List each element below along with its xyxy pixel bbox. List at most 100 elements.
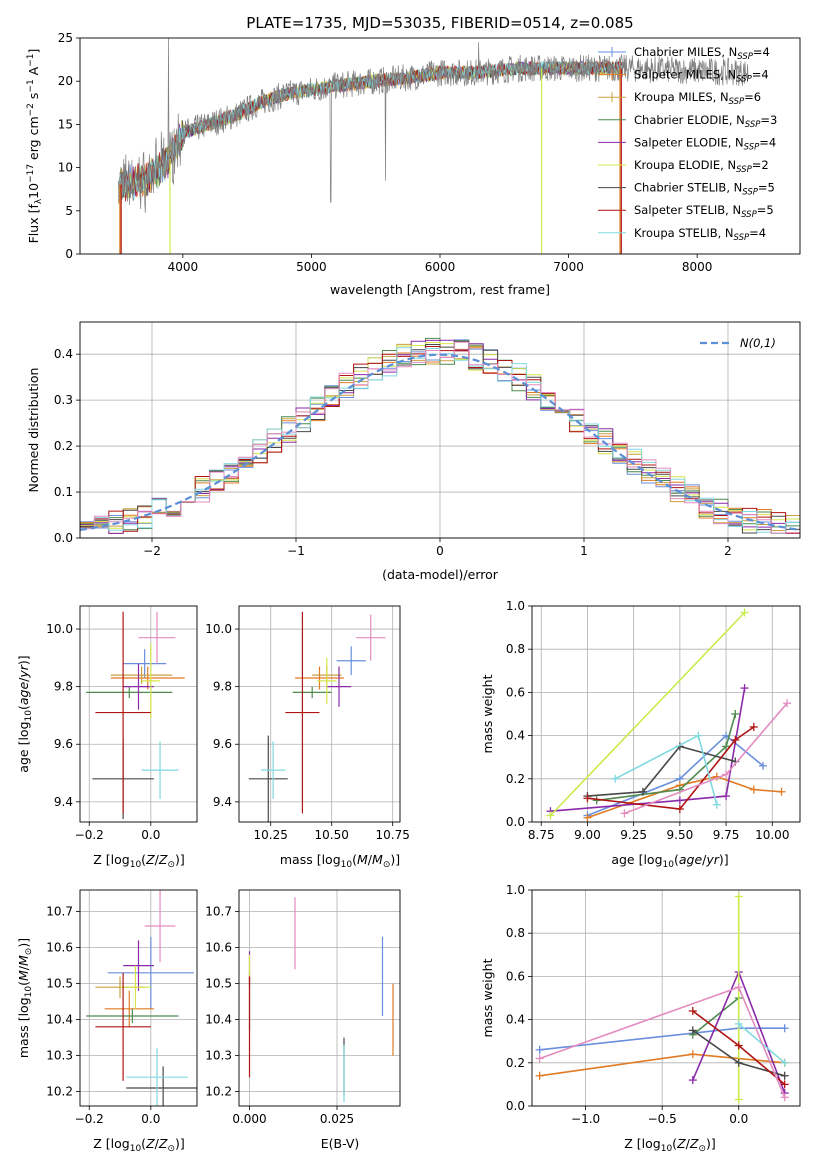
spectrum-xlabel: wavelength [Angstrom, rest frame]	[330, 282, 550, 297]
weight_vs_age-xtick-label: 9.50	[667, 828, 694, 842]
spectrum-ytick-label: 0	[65, 247, 73, 261]
spectrum-ytick-label: 10	[58, 161, 73, 175]
residuals-xtick-label: 0	[436, 544, 444, 558]
weightz-ylabel: mass weight	[480, 958, 495, 1037]
residuals-frame	[79, 321, 801, 539]
mass_vs_ebv-frame	[238, 889, 401, 1107]
weight_vs_age-xtick-label: 10.00	[755, 828, 789, 842]
mass_vs_ebv-xtick-label: 0.000	[232, 1112, 266, 1126]
weight_vs_Z-ytick-label: 0.0	[506, 1099, 525, 1113]
mass_vs_ebv-ytick-label: 10.6	[205, 941, 232, 955]
weight_vs_age-series-line	[550, 687, 746, 812]
mass_vs_Z-plot: −0.2 0.0 10.2 10.3 10.4 10.5 10.6 10.7	[46, 889, 198, 1126]
massz-ylabel: mass [log10(M/M⊙)]	[16, 938, 34, 1058]
residuals-ytick-label: 0.1	[54, 485, 73, 499]
age_vs_Z-frame	[79, 605, 198, 823]
age_vs_Z-series	[86, 611, 185, 820]
spectrum-legend: Chabrier MILES, NSSP=4 Salpeter MILES, NS…	[598, 45, 777, 243]
age_vs_Z-ytick-label: 9.8	[54, 680, 73, 694]
weightage-xlabel: age [log10(age/yr)]	[611, 852, 728, 870]
mass_vs_Z-ytick-label: 10.2	[46, 1085, 73, 1099]
weight_vs_age-ytick-label: 0.6	[506, 685, 525, 699]
age_vs_mass-xtick-label: 10.75	[376, 828, 410, 842]
weight_vs_age-ytick-label: 0.2	[506, 772, 525, 786]
weight_vs_Z-series	[535, 892, 789, 1104]
weight_vs_age-series-line	[587, 734, 764, 817]
mass_vs_ebv-xtick-label: 0.025	[320, 1112, 354, 1126]
weight_vs_age-xtick-label: 9.00	[574, 828, 601, 842]
age_vs_mass-ytick-label: 9.6	[213, 737, 232, 751]
legend-entry: Kroupa STELIB, NSSP=4	[634, 226, 766, 243]
massz-xlabel: Z [log10(Z/Z⊙)]	[93, 1136, 185, 1154]
mass_vs_Z-ytick-label: 10.7	[46, 905, 73, 919]
residuals-xtick-label: −2	[143, 544, 161, 558]
weight_vs_Z-ytick-label: 1.0	[506, 883, 525, 897]
age_vs_mass-plot: 10.25 10.50 10.75 9.4 9.6 9.8 10.0	[205, 605, 410, 842]
residuals-xlabel: (data-model)/error	[382, 567, 499, 582]
mass_vs_Z-ytick-label: 10.6	[46, 941, 73, 955]
mass_vs_Z-ytick-label: 10.4	[46, 1013, 73, 1027]
residuals-ytick-label: 0.4	[54, 347, 73, 361]
weightage-ylabel: mass weight	[480, 674, 495, 753]
mass_vs_Z-series	[86, 890, 197, 1106]
age_vs_Z-plot: −0.2 0.0 9.4 9.6 9.8 10.0	[46, 605, 198, 842]
weight_vs_Z-ytick-label: 0.2	[506, 1056, 525, 1070]
weight_vs_age-ytick-label: 0.8	[506, 642, 525, 656]
weight_vs_Z-ytick-label: 0.6	[506, 969, 525, 983]
spectrum-ylabel: Flux [fλ10−17 erg cm−2 s−1 A−1]	[26, 49, 44, 244]
weight_vs_Z-xtick-label: −1.0	[571, 1112, 600, 1126]
weight_vs_age-plot: 8.75 9.00 9.25 9.50 9.75 10.00 0.0 0.2 0.4 0.6 0.8…	[506, 599, 801, 842]
residuals-series	[80, 337, 800, 534]
residuals-histogram	[80, 341, 800, 534]
mass_vs_ebv-series	[248, 897, 394, 1103]
agez-xlabel: Z [log10(Z/Z⊙)]	[93, 852, 185, 870]
spectrum-xtick-label: 4000	[168, 260, 199, 274]
weight_vs_age-ytick-label: 0.4	[506, 729, 525, 743]
spectrum-plot: 4000 5000 6000 7000 8000 0 5 10 15 20 25 Chabrier M…	[58, 31, 801, 274]
age_vs_Z-xtick-label: −0.2	[75, 828, 104, 842]
weight_vs_age-series-line	[587, 726, 755, 810]
spectrum-xtick-label: 8000	[682, 260, 713, 274]
weight_vs_Z-xtick-label: −0.5	[648, 1112, 677, 1126]
mass_vs_Z-frame	[79, 889, 198, 1107]
age_vs_mass-xtick-label: 10.25	[254, 828, 288, 842]
weight_vs_Z-ytick-label: 0.4	[506, 1013, 525, 1027]
legend-entry: Salpeter MILES, NSSP=4	[634, 68, 769, 85]
spectrum-ytick-label: 20	[58, 74, 73, 88]
weight_vs_age-ytick-label: 0.0	[506, 815, 525, 829]
residuals-ytick-label: 0.2	[54, 439, 73, 453]
age_vs_Z-xtick-label: 0.0	[141, 828, 160, 842]
mass_vs_Z-xtick-label: −0.2	[75, 1112, 104, 1126]
age_vs_mass-xtick-label: 10.50	[315, 828, 349, 842]
spectrum-model-line	[118, 60, 623, 200]
residuals-ytick-label: 0.0	[54, 531, 73, 545]
age_vs_mass-ytick-label: 10.0	[205, 622, 232, 636]
mass_vs_Z-ytick-label: 10.3	[46, 1049, 73, 1063]
age_vs_Z-ytick-label: 10.0	[46, 622, 73, 636]
weight_vs_age-xtick-label: 8.75	[528, 828, 555, 842]
weight_vs_Z-frame	[531, 889, 801, 1107]
legend-entry: Chabrier MILES, NSSP=4	[634, 45, 770, 62]
legend-entry: Chabrier STELIB, NSSP=5	[634, 181, 775, 198]
residuals-xtick-label: −1	[287, 544, 305, 558]
age_vs_mass-ytick-label: 9.8	[213, 680, 232, 694]
spectrum-xtick-label: 6000	[425, 260, 456, 274]
agez-ylabel: age [log10(age/yr)]	[16, 655, 34, 772]
legend-entry: Chabrier ELODIE, NSSP=3	[634, 113, 777, 130]
residuals-xtick-label: 2	[724, 544, 732, 558]
agemass-xlabel: mass [log10(M/M⊙)]	[280, 852, 400, 870]
spectrum-ytick-label: 25	[58, 31, 73, 45]
weight_vs_age-xtick-label: 9.75	[713, 828, 740, 842]
residuals-plot: −2 −1 0 1 2 0.0 0.1 0.2 0.3 0.4 N(0,1)	[54, 321, 801, 558]
mass_vs_ebv-ytick-label: 10.3	[205, 1049, 232, 1063]
weight_vs_Z-plot: −1.0 −0.5 0.0 0.0 0.2 0.4 0.6 0.8 1.0	[506, 883, 801, 1126]
weight_vs_age-series-line	[587, 745, 736, 797]
legend-entry: Kroupa ELODIE, NSSP=2	[634, 158, 769, 175]
spectrum-frame	[79, 37, 801, 255]
spectrum-series	[118, 38, 749, 254]
age_vs_mass-frame	[238, 605, 401, 823]
weight_vs_age-xtick-label: 9.25	[620, 828, 647, 842]
normal-legend-label: N(0,1)	[740, 336, 776, 350]
age_vs_Z-ytick-label: 9.6	[54, 737, 73, 751]
